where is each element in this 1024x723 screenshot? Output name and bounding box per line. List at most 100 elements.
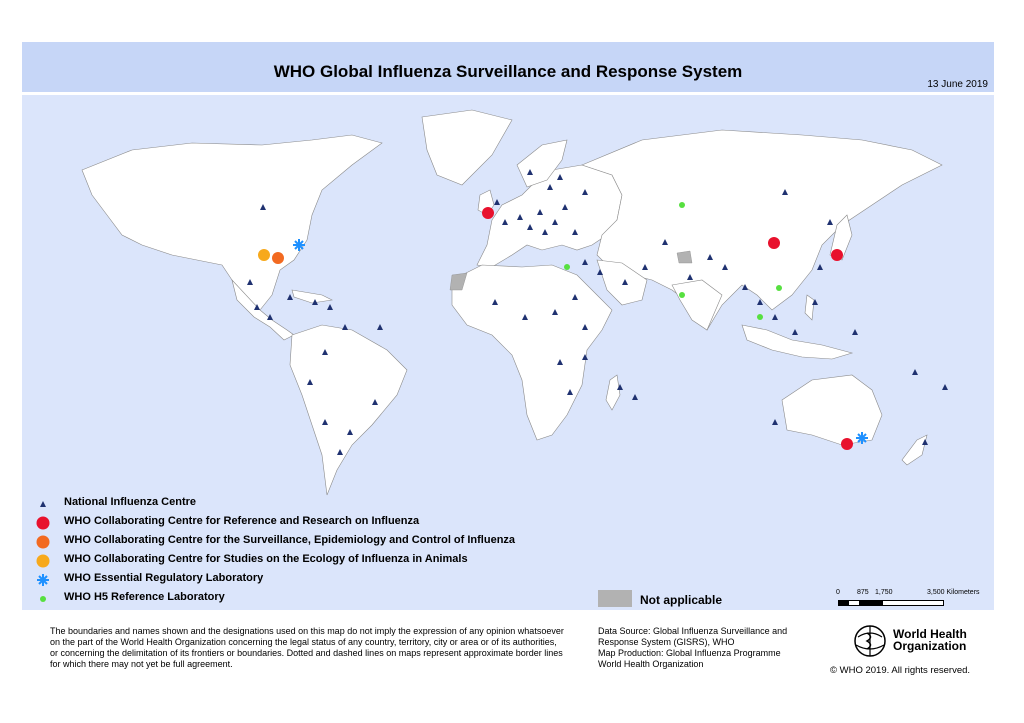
nic-marker	[552, 219, 558, 225]
blue-asterisk-icon	[37, 574, 49, 586]
nic-marker	[502, 219, 508, 225]
nic-marker	[517, 214, 523, 220]
who-name: World Health Organization	[893, 628, 967, 652]
scale-segment	[848, 600, 860, 606]
legend-label: National Influenza Centre	[64, 496, 197, 508]
nic-marker	[582, 189, 588, 195]
triangle-icon	[40, 501, 46, 507]
japan-shape	[829, 214, 853, 261]
nic-marker	[492, 299, 498, 305]
not-applicable-label: Not applicable	[640, 593, 723, 607]
india-shape	[671, 279, 723, 331]
nic-marker	[772, 314, 778, 320]
scale-segment	[882, 600, 944, 606]
new-zealand-shape	[901, 434, 928, 466]
source-line: Response System (GISRS), WHO	[598, 637, 735, 647]
nic-marker	[617, 384, 623, 390]
australia-shape	[781, 374, 883, 446]
legend-item-cc-surveillance: WHO Collaborating Centre for the Surveil…	[30, 533, 590, 551]
nic-marker	[337, 449, 343, 455]
nic-marker	[260, 204, 266, 210]
nic-marker	[567, 389, 573, 395]
nic-marker	[522, 314, 528, 320]
nic-marker	[527, 224, 533, 230]
scale-label: 0	[836, 589, 840, 596]
nic-marker	[817, 264, 823, 270]
nic-marker	[942, 384, 948, 390]
nic-marker	[922, 439, 928, 445]
north-america-shape	[81, 134, 383, 311]
nic-marker	[562, 204, 568, 210]
data-source: Data Source: Global Influenza Surveillan…	[598, 626, 808, 670]
nic-marker	[327, 304, 333, 310]
nic-marker	[307, 379, 313, 385]
cc-reference-marker	[768, 237, 780, 249]
nic-marker	[597, 269, 603, 275]
disclaimer-line: on the part of the World Health Organiza…	[50, 637, 557, 647]
red-circle-icon	[36, 516, 50, 530]
south-america-shape	[289, 324, 408, 496]
h5-marker	[564, 264, 570, 270]
nic-marker	[542, 229, 548, 235]
erl-markers	[293, 239, 868, 444]
nic-marker	[372, 399, 378, 405]
world-map	[22, 95, 994, 610]
nic-marker	[377, 324, 383, 330]
not-applicable-swatch	[598, 590, 632, 607]
h5-marker	[679, 202, 685, 208]
nic-marker	[782, 189, 788, 195]
philippines-shape	[804, 294, 815, 321]
nic-marker	[552, 309, 558, 315]
nic-marker	[527, 169, 533, 175]
nic-marker	[547, 184, 553, 190]
cc-reference-marker	[831, 249, 843, 261]
source-line: World Health Organization	[598, 659, 704, 669]
nic-marker	[632, 394, 638, 400]
cc-surveillance-marker	[272, 252, 284, 264]
nic-marker	[812, 299, 818, 305]
nic-marker	[742, 284, 748, 290]
nic-marker	[707, 254, 713, 260]
legend-item-cc-reference: WHO Collaborating Centre for Reference a…	[30, 514, 590, 532]
nic-marker	[582, 354, 588, 360]
caribbean-shape	[291, 289, 333, 304]
nic-markers	[247, 169, 948, 455]
disclaimer-line: for which there may not yet be full agre…	[50, 659, 233, 669]
disclaimer: The boundaries and names shown and the d…	[50, 626, 570, 670]
nic-marker	[312, 299, 318, 305]
nic-marker	[557, 174, 563, 180]
na-western-sahara	[449, 272, 468, 291]
cc-markers	[258, 207, 853, 450]
nic-marker	[322, 349, 328, 355]
nic-marker	[852, 329, 858, 335]
nic-marker	[572, 294, 578, 300]
scale-bar: 0 875 1,750 3,500 Kilometers	[836, 589, 986, 609]
nic-marker	[622, 279, 628, 285]
yellow-circle-icon	[36, 554, 50, 568]
source-line: Data Source: Global Influenza Surveillan…	[598, 626, 788, 636]
map-title: WHO Global Influenza Surveillance and Re…	[273, 62, 743, 81]
nic-marker	[254, 304, 260, 310]
h5-marker	[679, 292, 685, 298]
who-name-line1: World Health	[893, 627, 967, 641]
nic-marker	[582, 324, 588, 330]
nic-marker	[494, 199, 500, 205]
nic-marker	[827, 219, 833, 225]
erl-marker	[856, 432, 868, 444]
scale-label: 3,500 Kilometers	[927, 589, 980, 596]
cc-reference-marker	[482, 207, 494, 219]
legend-label: WHO Collaborating Centre for Reference a…	[64, 515, 420, 527]
cc-ecology-marker	[258, 249, 270, 261]
nic-marker	[267, 314, 273, 320]
h5-marker	[776, 285, 782, 291]
who-name-line2: Organization	[893, 639, 967, 653]
legend-item-h5: WHO H5 Reference Laboratory	[30, 590, 590, 608]
madagascar-shape	[605, 374, 621, 411]
scale-label: 875	[857, 589, 869, 596]
disclaimer-line: The boundaries and names shown and the d…	[50, 626, 564, 636]
source-line: Map Production: Global Influenza Program…	[598, 648, 781, 658]
map-header: WHO Global Influenza Surveillance and Re…	[22, 42, 994, 92]
nic-marker	[582, 259, 588, 265]
nic-marker	[642, 264, 648, 270]
nic-marker	[287, 294, 293, 300]
